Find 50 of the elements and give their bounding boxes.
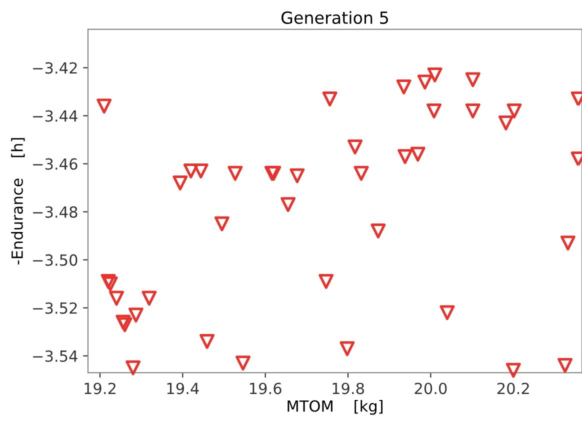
point xyxy=(348,140,363,154)
point xyxy=(109,290,124,306)
y-tick-label: −3.48 xyxy=(33,206,78,218)
point xyxy=(465,103,480,118)
point xyxy=(318,274,334,289)
y-tick-label: −3.42 xyxy=(33,62,77,74)
point xyxy=(228,166,243,181)
point xyxy=(440,305,455,320)
point xyxy=(498,115,514,130)
point xyxy=(96,98,112,114)
point xyxy=(340,341,355,356)
x-tick-label: 19.2 xyxy=(84,382,116,394)
point xyxy=(183,164,198,178)
x-tick-label: 20.2 xyxy=(497,382,529,394)
chart-title: Generation 5 xyxy=(281,11,388,24)
y-tick-label: −3.50 xyxy=(33,254,78,266)
point xyxy=(465,72,480,88)
point xyxy=(172,176,188,190)
point xyxy=(322,91,338,106)
x-tick-label: 19.8 xyxy=(332,382,364,394)
point xyxy=(396,79,412,94)
point xyxy=(236,356,250,371)
point xyxy=(506,362,521,378)
point xyxy=(560,236,576,250)
y-tick-label: −3.46 xyxy=(33,158,78,170)
y-tick-label: −3.44 xyxy=(33,110,78,122)
point xyxy=(426,103,442,118)
x-tick-label: 19.4 xyxy=(167,382,199,394)
y-tick-label: −3.54 xyxy=(33,350,78,362)
point xyxy=(193,164,208,178)
point xyxy=(370,224,386,238)
point xyxy=(128,308,144,323)
point xyxy=(410,146,426,162)
x-tick-label: 20.0 xyxy=(414,382,447,394)
y-tick-label: −3.52 xyxy=(33,302,77,314)
point xyxy=(280,197,296,212)
x-axis-title: MTOM [kg] xyxy=(288,400,382,415)
x-tick-label: 19.6 xyxy=(250,382,282,394)
point xyxy=(398,149,413,164)
point xyxy=(427,67,442,82)
point xyxy=(354,166,369,181)
y-axis-title: -Endurance [h] xyxy=(11,138,25,264)
point xyxy=(417,74,432,90)
point xyxy=(290,168,305,184)
point xyxy=(214,216,230,232)
point xyxy=(142,290,157,306)
point xyxy=(126,360,141,376)
point xyxy=(558,358,573,373)
point xyxy=(200,334,215,349)
point xyxy=(506,103,522,118)
